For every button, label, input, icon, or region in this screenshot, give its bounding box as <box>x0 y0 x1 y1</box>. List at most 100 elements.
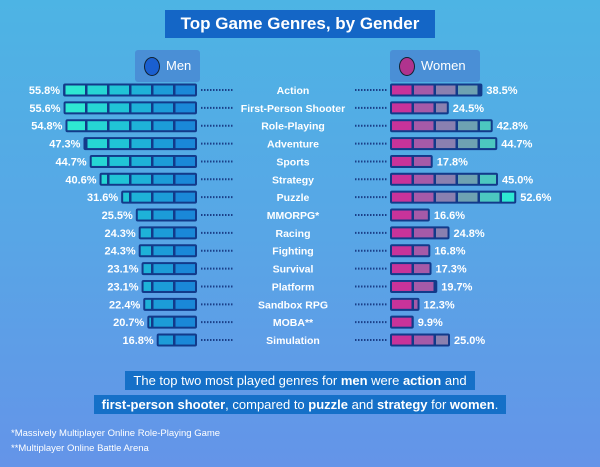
category-label: Survival <box>273 264 314 276</box>
note-text: The top two most played genres for <box>133 373 341 388</box>
note-bold: puzzle <box>308 397 349 412</box>
men-bar-segment <box>65 85 85 95</box>
men-bar-segment <box>87 103 107 113</box>
men-bar-segment <box>145 299 151 309</box>
women-bar-segment <box>392 335 412 345</box>
legend-women: Women <box>390 50 480 82</box>
category-label: Racing <box>275 228 310 240</box>
category-label: Simulation <box>266 335 320 347</box>
men-bar-segment <box>131 174 151 184</box>
men-bar-segment <box>175 192 195 202</box>
women-bar-segment <box>392 85 412 95</box>
women-value-label: 17.8% <box>437 156 468 168</box>
women-bar-segment <box>436 192 456 202</box>
note-bold: first-person shooter <box>101 397 226 412</box>
category-label: Puzzle <box>277 192 310 204</box>
men-bar-segment <box>65 103 85 113</box>
women-bar-segment <box>414 192 434 202</box>
men-bar-segment <box>91 156 107 166</box>
women-gem-icon <box>399 57 415 77</box>
men-bar-segment <box>158 335 173 345</box>
women-value-label: 17.3% <box>436 264 467 276</box>
women-bar-segment <box>414 299 418 309</box>
women-bar-segment <box>392 210 412 220</box>
category-label: Action <box>277 85 310 97</box>
men-bar-segment <box>153 103 173 113</box>
men-bar-segment <box>109 85 129 95</box>
women-bar-segment <box>436 228 448 238</box>
women-bar-segment <box>392 299 412 309</box>
men-bar-segment <box>109 156 129 166</box>
men-bar-segment <box>137 210 151 220</box>
men-bar-segment <box>153 210 173 220</box>
men-bar-segment <box>175 85 195 95</box>
women-value-label: 19.7% <box>441 281 472 293</box>
legend-women-label: Women <box>421 58 466 73</box>
women-bar-segment <box>502 192 515 202</box>
women-value-label: 16.6% <box>434 210 465 222</box>
women-bar-segment <box>414 156 431 166</box>
men-bar-segment <box>67 121 85 131</box>
men-value-label: 20.7% <box>113 317 144 329</box>
summary-line-2: first-person shooter, compared to puzzle… <box>0 395 600 414</box>
women-bar-segment <box>392 174 412 184</box>
legend-men: Men <box>135 50 200 82</box>
men-gem-icon <box>144 57 160 77</box>
women-bar-segment <box>436 174 456 184</box>
note-bold: men <box>340 373 368 388</box>
men-bar-segment <box>109 121 129 131</box>
men-bar-segment <box>153 85 173 95</box>
women-bar-segment <box>480 139 496 149</box>
men-bar-segment <box>131 103 151 113</box>
note-bold: strategy <box>376 397 428 412</box>
women-value-label: 16.8% <box>434 246 465 258</box>
men-value-label: 23.1% <box>107 281 138 293</box>
men-bar-segment <box>87 121 107 131</box>
men-bar-segment <box>131 156 151 166</box>
men-bar-segment <box>153 192 173 202</box>
women-bar-segment <box>458 121 478 131</box>
women-bar-segment <box>392 121 412 131</box>
note-bold: action <box>402 373 442 388</box>
women-value-label: 44.7% <box>501 139 532 151</box>
men-bar-segment <box>140 246 151 256</box>
women-value-label: 24.8% <box>454 228 485 240</box>
women-bar-segment <box>458 192 478 202</box>
note-text: , compared to <box>225 397 309 412</box>
women-value-label: 52.6% <box>520 192 551 204</box>
men-bar-segment <box>153 246 173 256</box>
women-value-label: 9.9% <box>418 317 443 329</box>
men-bar-segment <box>153 299 173 309</box>
women-bar-segment <box>414 121 434 131</box>
men-value-label: 23.1% <box>107 264 138 276</box>
women-bar-segment <box>414 281 434 291</box>
men-value-label: 44.7% <box>56 156 87 168</box>
footnote-moba: **Multiplayer Online Battle Arena <box>11 443 149 454</box>
men-bar-segment <box>131 139 151 149</box>
women-bar-segment <box>480 121 491 131</box>
men-bar-segment <box>153 228 173 238</box>
men-value-label: 22.4% <box>109 299 140 311</box>
men-bar-segment <box>153 317 173 327</box>
chart-title: Top Game Genres, by Gender <box>165 10 435 38</box>
women-value-label: 42.8% <box>497 121 528 133</box>
men-value-label: 40.6% <box>65 174 96 186</box>
category-label: MOBA** <box>273 317 314 329</box>
men-bar-segment <box>123 192 129 202</box>
women-bar-segment <box>392 103 412 113</box>
women-bar-segment <box>414 139 434 149</box>
men-bar-segment <box>143 281 151 291</box>
men-value-label: 54.8% <box>31 121 62 133</box>
men-bar-segment <box>131 192 151 202</box>
men-bar-segment <box>175 246 195 256</box>
category-label: MMORPG* <box>267 210 320 222</box>
women-bar-segment <box>414 335 434 345</box>
men-bar-segment <box>175 264 195 274</box>
footnote-mmorpg: *Massively Multiplayer Online Role-Playi… <box>11 428 221 439</box>
men-bar-segment <box>109 103 129 113</box>
men-value-label: 24.3% <box>104 246 135 258</box>
women-value-label: 24.5% <box>453 103 484 115</box>
women-bar-segment <box>392 317 412 327</box>
men-bar-segment <box>131 121 151 131</box>
women-value-label: 25.0% <box>454 335 485 347</box>
